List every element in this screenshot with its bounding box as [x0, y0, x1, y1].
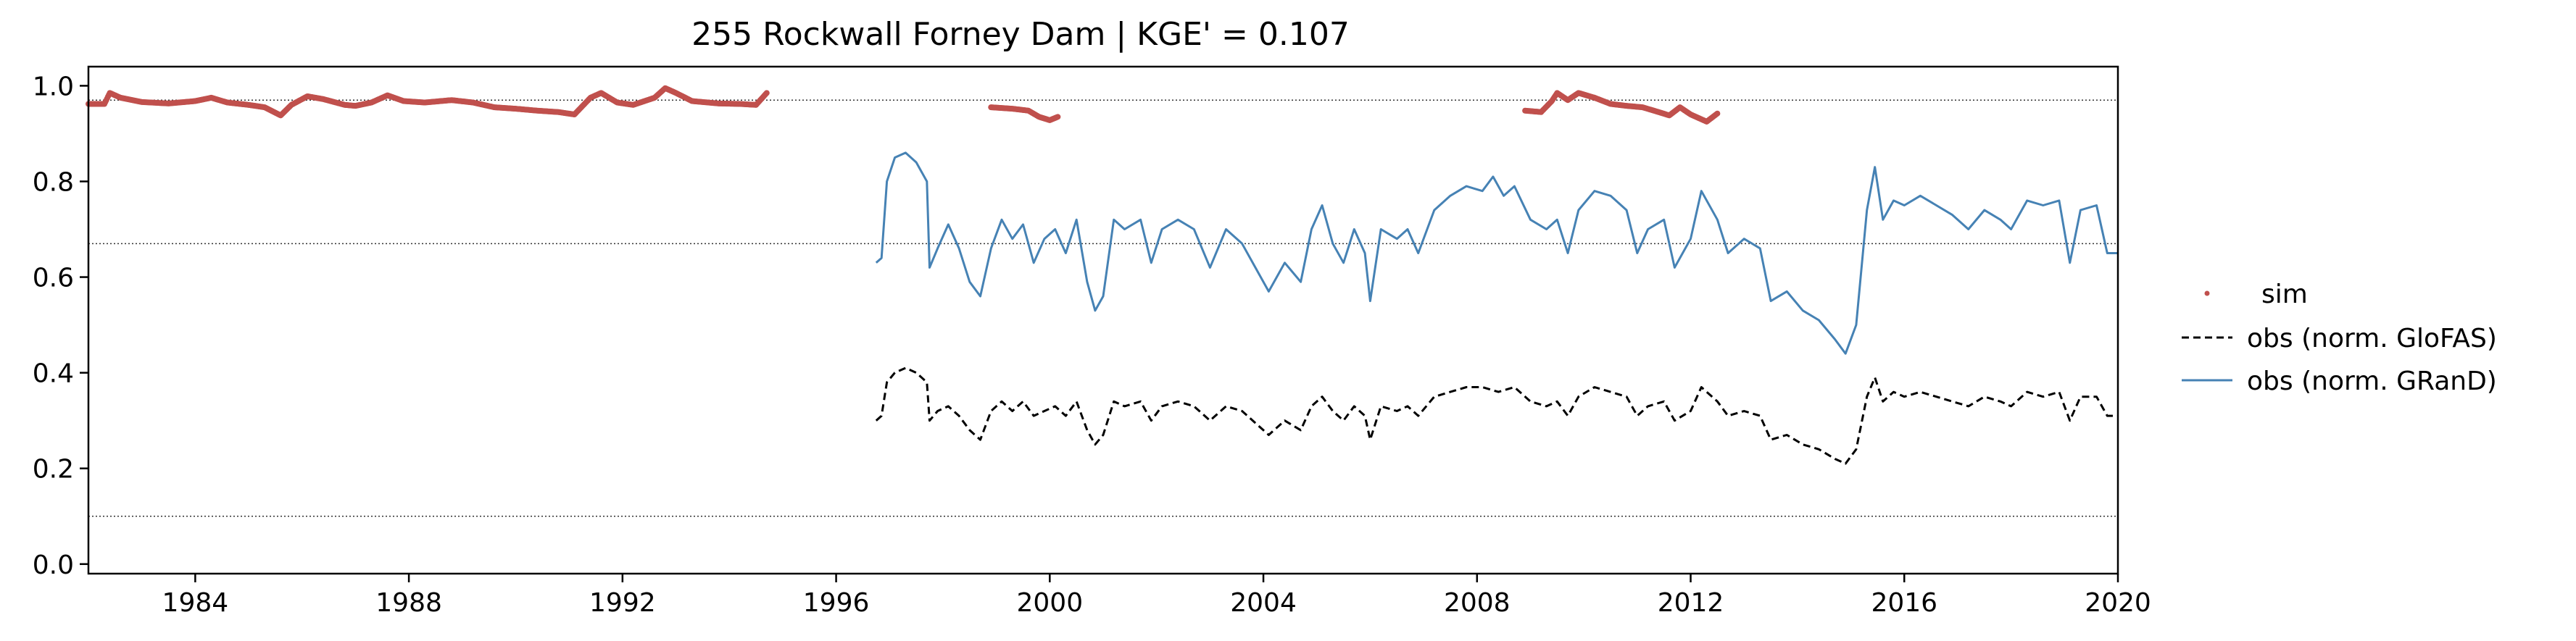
legend-sim-label: sim	[2261, 280, 2308, 309]
x-tick-label: 2012	[1658, 588, 1724, 618]
x-tick-label: 2000	[1017, 588, 1084, 618]
y-axis: 0.0 0.2 0.4 0.6 0.8 1.0	[33, 72, 88, 580]
legend-grand-label: obs (norm. GRanD)	[2247, 366, 2497, 396]
x-tick-label: 2016	[1871, 588, 1937, 618]
x-tick-label: 2004	[1230, 588, 1297, 618]
x-axis: 1984 1988 1992 1996 2000 2004 2008 2012 2016 2020	[162, 574, 2151, 618]
legend: sim obs (norm. GloFAS) obs (norm. GRanD)	[2182, 280, 2497, 396]
chart-title: 255 Rockwall Forney Dam | KGE' = 0.107	[691, 16, 1350, 53]
x-tick-label: 1984	[162, 588, 229, 618]
y-tick-label: 0.2	[33, 455, 74, 485]
legend-sim-marker	[2204, 290, 2210, 296]
series-layer	[86, 85, 2118, 465]
sim-point	[763, 90, 770, 96]
series-line-grand	[875, 151, 2118, 355]
sim-point	[1714, 110, 1721, 117]
x-tick-label: 1988	[375, 588, 442, 618]
legend-glofas-label: obs (norm. GloFAS)	[2247, 324, 2497, 353]
x-tick-label: 1992	[589, 588, 656, 618]
x-tick-label: 1996	[803, 588, 870, 618]
plot-area	[86, 85, 2118, 517]
y-tick-label: 1.0	[33, 72, 74, 101]
series-line-glofas	[875, 366, 2118, 465]
y-tick-label: 0.8	[33, 167, 74, 197]
y-tick-label: 0.4	[33, 359, 74, 389]
x-tick-label: 2020	[2085, 588, 2151, 618]
plot-frame	[87, 65, 2119, 575]
y-tick-label: 0.6	[33, 264, 74, 293]
y-tick-label: 0.0	[33, 550, 74, 580]
sim-point	[1055, 114, 1061, 120]
x-tick-label: 2008	[1444, 588, 1511, 618]
